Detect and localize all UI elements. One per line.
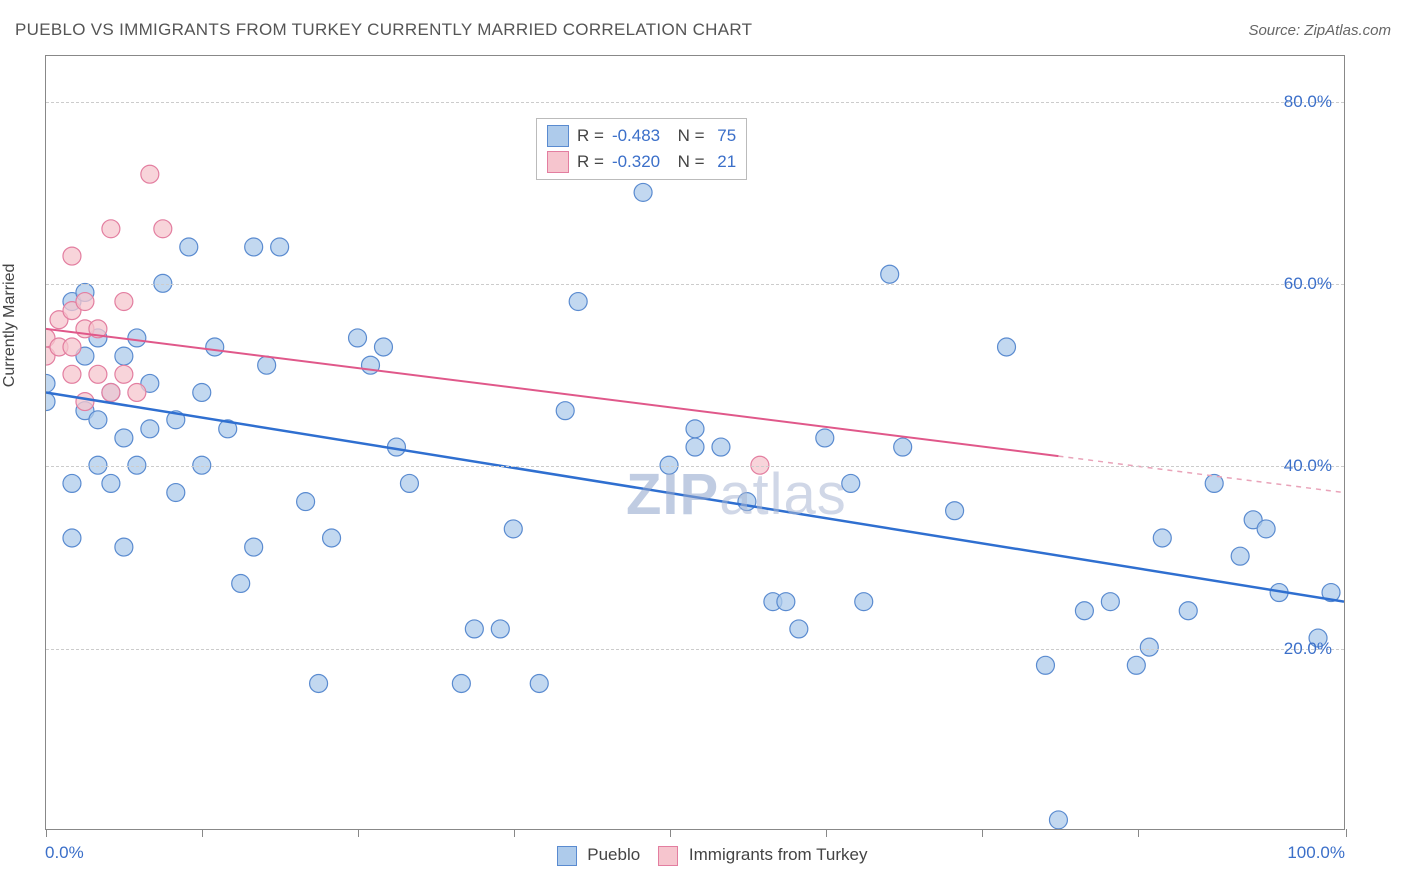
y-tick-label: 80.0% [1284, 92, 1332, 112]
x-tick [358, 829, 359, 837]
x-tick [982, 829, 983, 837]
x-tick [826, 829, 827, 837]
y-tick-label: 40.0% [1284, 456, 1332, 476]
gridline [46, 284, 1344, 285]
source-text: Source: ZipAtlas.com [1248, 22, 1391, 39]
legend-r-label: R = [577, 152, 604, 172]
legend-r-value: -0.483 [612, 126, 660, 146]
legend-correlation: R = -0.483 N = 75R = -0.320 N = 21 [536, 118, 747, 180]
gridline [46, 649, 1344, 650]
legend-r-label: R = [577, 126, 604, 146]
gridline [46, 466, 1344, 467]
legend-n-label: N = [668, 152, 704, 172]
y-axis-title: Currently Married [1, 264, 19, 388]
x-tick [670, 829, 671, 837]
legend-label: Pueblo [583, 845, 641, 864]
legend-r-value: -0.320 [612, 152, 660, 172]
gridline [46, 102, 1344, 103]
x-tick [202, 829, 203, 837]
legend-row: R = -0.320 N = 21 [547, 149, 736, 175]
legend-label: Immigrants from Turkey [684, 845, 867, 864]
x-tick [1346, 829, 1347, 837]
title-bar: PUEBLO VS IMMIGRANTS FROM TURKEY CURRENT… [15, 20, 1391, 40]
legend-n-value: 21 [713, 152, 737, 172]
legend-series: Pueblo Immigrants from Turkey [0, 845, 1406, 866]
x-tick [514, 829, 515, 837]
legend-n-value: 75 [713, 126, 737, 146]
legend-swatch [658, 846, 678, 866]
chart-title: PUEBLO VS IMMIGRANTS FROM TURKEY CURRENT… [15, 20, 752, 40]
x-tick [46, 829, 47, 837]
plot-area: ZIPatlas R = -0.483 N = 75R = -0.320 N =… [45, 55, 1345, 830]
legend-n-label: N = [668, 126, 704, 146]
legend-swatch [547, 151, 569, 173]
x-tick [1138, 829, 1139, 837]
y-tick-label: 20.0% [1284, 639, 1332, 659]
y-tick-label: 60.0% [1284, 274, 1332, 294]
legend-row: R = -0.483 N = 75 [547, 123, 736, 149]
legend-swatch [547, 125, 569, 147]
legend-swatch [557, 846, 577, 866]
